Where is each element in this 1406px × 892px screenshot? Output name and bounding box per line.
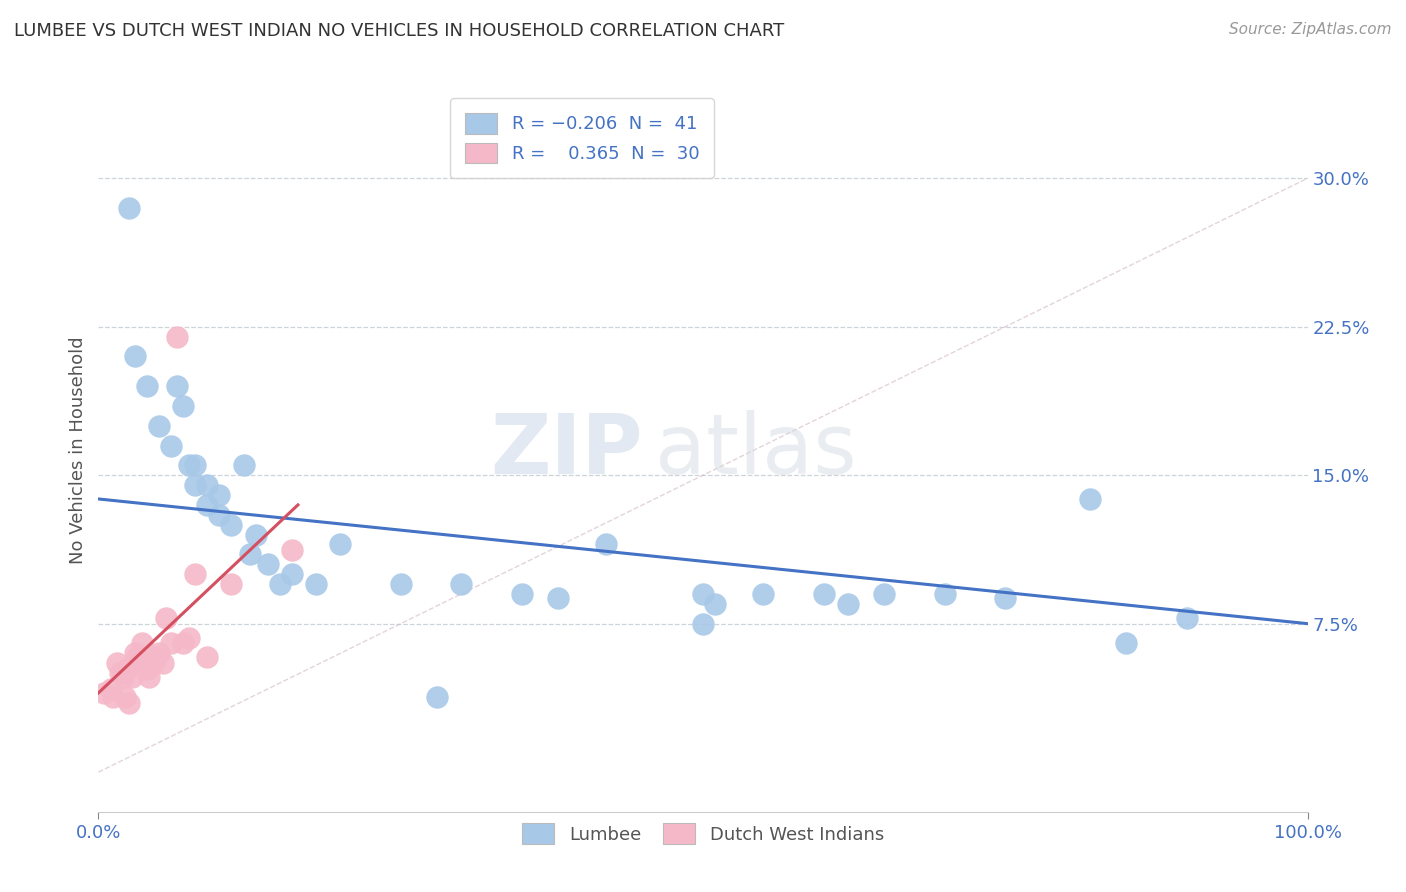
- Point: [105, 657, 128, 671]
- Point: [329, 537, 352, 551]
- Point: [160, 438, 183, 452]
- Point: [101, 690, 124, 704]
- Point: [208, 508, 231, 522]
- Point: [595, 537, 617, 551]
- Point: [145, 650, 167, 665]
- Point: [184, 567, 207, 582]
- Y-axis label: No Vehicles in Household: No Vehicles in Household: [69, 336, 87, 565]
- Point: [179, 631, 201, 645]
- Point: [135, 662, 157, 676]
- Point: [118, 696, 141, 710]
- Point: [389, 577, 412, 591]
- Point: [152, 657, 174, 671]
- Point: [160, 636, 183, 650]
- Point: [221, 517, 243, 532]
- Point: [166, 329, 188, 343]
- Point: [934, 587, 956, 601]
- Point: [752, 587, 775, 601]
- Point: [510, 587, 533, 601]
- Point: [166, 379, 188, 393]
- Point: [114, 690, 136, 704]
- Point: [221, 577, 243, 591]
- Point: [118, 201, 141, 215]
- Point: [426, 690, 449, 704]
- Point: [1175, 611, 1198, 625]
- Point: [155, 611, 177, 625]
- Point: [131, 636, 153, 650]
- Point: [269, 577, 291, 591]
- Point: [93, 686, 115, 700]
- Point: [148, 418, 170, 433]
- Text: LUMBEE VS DUTCH WEST INDIAN NO VEHICLES IN HOUSEHOLD CORRELATION CHART: LUMBEE VS DUTCH WEST INDIAN NO VEHICLES …: [14, 22, 785, 40]
- Point: [135, 379, 157, 393]
- Legend: Lumbee, Dutch West Indians: Lumbee, Dutch West Indians: [513, 814, 893, 854]
- Point: [134, 657, 156, 671]
- Point: [121, 670, 143, 684]
- Point: [692, 616, 714, 631]
- Point: [692, 587, 714, 601]
- Point: [813, 587, 835, 601]
- Point: [704, 597, 727, 611]
- Point: [547, 591, 569, 605]
- Point: [172, 636, 194, 650]
- Point: [837, 597, 859, 611]
- Point: [108, 666, 131, 681]
- Point: [245, 527, 267, 541]
- Point: [232, 458, 254, 473]
- Point: [305, 577, 328, 591]
- Point: [1078, 491, 1101, 506]
- Point: [100, 681, 122, 696]
- Point: [994, 591, 1017, 605]
- Point: [148, 646, 170, 660]
- Point: [128, 657, 150, 671]
- Point: [138, 670, 160, 684]
- Point: [111, 670, 134, 684]
- Point: [281, 543, 304, 558]
- Point: [195, 650, 218, 665]
- Point: [873, 587, 896, 601]
- Point: [281, 567, 304, 582]
- Point: [184, 458, 207, 473]
- Point: [256, 558, 278, 572]
- Text: atlas: atlas: [655, 410, 856, 491]
- Point: [117, 662, 139, 676]
- Point: [1115, 636, 1137, 650]
- Point: [450, 577, 472, 591]
- Point: [124, 646, 146, 660]
- Point: [179, 458, 201, 473]
- Point: [172, 399, 194, 413]
- Point: [124, 350, 146, 364]
- Point: [142, 657, 165, 671]
- Point: [127, 650, 149, 665]
- Point: [195, 498, 218, 512]
- Point: [208, 488, 231, 502]
- Text: Source: ZipAtlas.com: Source: ZipAtlas.com: [1229, 22, 1392, 37]
- Text: ZIP: ZIP: [491, 410, 643, 491]
- Point: [239, 548, 262, 562]
- Point: [195, 478, 218, 492]
- Point: [184, 478, 207, 492]
